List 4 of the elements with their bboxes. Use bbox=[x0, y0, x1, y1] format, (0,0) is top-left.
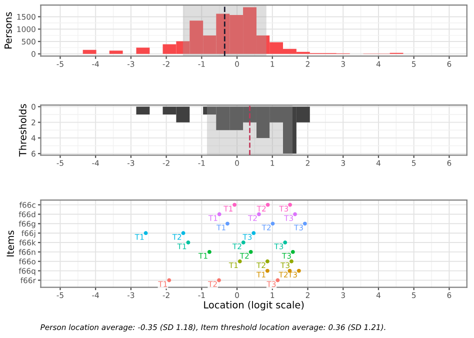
y-axis-title: Items bbox=[6, 230, 14, 256]
y-axis-title: Persons bbox=[4, 12, 12, 48]
y-axis-title: Thresholds bbox=[18, 104, 26, 157]
x-axis-title: Location (logit scale) bbox=[204, 300, 304, 310]
